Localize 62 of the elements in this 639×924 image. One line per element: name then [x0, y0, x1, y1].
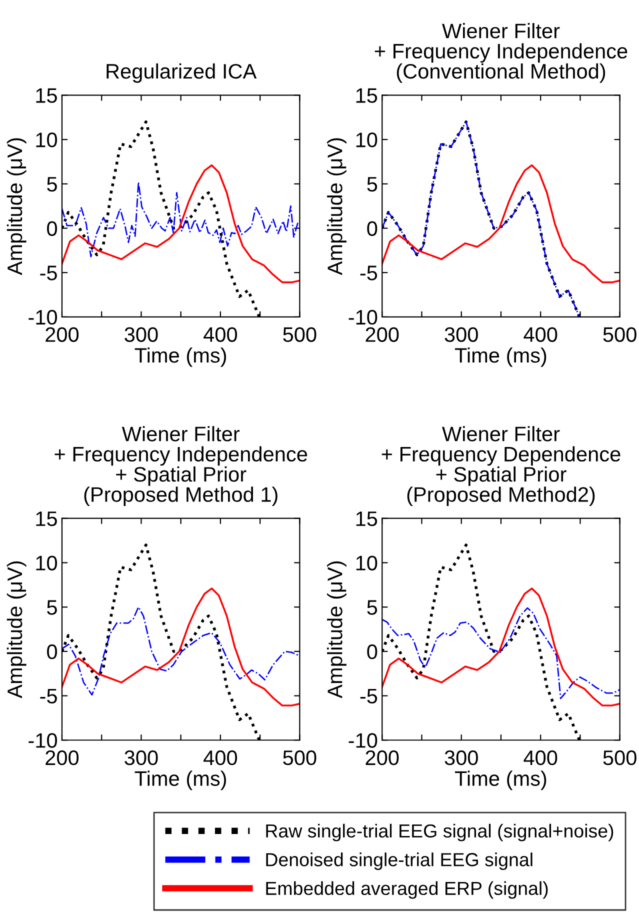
y-tick-label: 0 — [367, 644, 378, 660]
line-series — [382, 607, 620, 700]
x-tick-label: 500 — [283, 327, 316, 342]
y-tick-label: 0 — [367, 221, 378, 236]
y-tick-label: -5 — [360, 688, 378, 704]
chart-title: Wiener Filter + Frequency Dependence + Spatial Prior (Proposed Method2) — [382, 426, 620, 506]
y-tick-label: -5 — [40, 688, 57, 704]
y-axis-title: Amplitude (μV) — [327, 138, 346, 276]
x-tick-label: 300 — [124, 327, 158, 342]
y-tick-label: 5 — [47, 600, 57, 615]
x-tick-label: 200 — [46, 750, 79, 766]
x-tick-label: 400 — [204, 750, 238, 766]
y-tick-label: 5 — [47, 177, 57, 192]
x-axis-title: Time (ms) — [454, 770, 546, 790]
x-tick-label: 300 — [124, 750, 158, 766]
y-tick-label: 0 — [47, 221, 58, 236]
x-tick-label: 500 — [603, 327, 636, 342]
y-tick-label: -5 — [360, 266, 378, 280]
line-series — [62, 181, 299, 258]
y-tick-label: -10 — [348, 733, 378, 748]
chart-title: Regularized ICA — [106, 63, 257, 83]
y-tick-label: 5 — [367, 600, 378, 615]
chart-title: Wiener Filter + Frequency Independence (Conventional Method) — [374, 23, 628, 83]
line-series — [62, 606, 300, 696]
y-tick-label: 15 — [36, 88, 57, 103]
y-tick-label: 15 — [36, 512, 57, 526]
x-tick-label: 400 — [524, 750, 558, 766]
y-axis-title: Amplitude (μV) — [6, 138, 26, 276]
y-tick-label: -5 — [40, 266, 57, 280]
y-tick-label: -10 — [348, 310, 378, 325]
y-tick-label: 10 — [36, 132, 58, 148]
legend-label: Embedded averaged ERP (signal) — [266, 881, 548, 899]
y-axis-title: Amplitude (μV) — [327, 561, 346, 698]
x-tick-label: 300 — [444, 327, 478, 342]
y-tick-label: 5 — [367, 177, 378, 192]
line-series — [382, 164, 620, 284]
line-series — [62, 588, 300, 706]
line-series — [382, 588, 620, 706]
y-tick-label: 10 — [356, 556, 378, 570]
x-tick-label: 200 — [366, 750, 399, 766]
y-tick-label: 10 — [356, 132, 378, 148]
x-tick-label: 400 — [524, 327, 558, 342]
x-axis-title: Time (ms) — [454, 347, 546, 367]
x-tick-label: 500 — [603, 750, 636, 766]
y-tick-label: 15 — [356, 512, 378, 526]
x-tick-label: 400 — [204, 327, 238, 342]
x-tick-label: 200 — [46, 327, 79, 342]
x-tick-label: 500 — [283, 750, 316, 766]
x-axis-title: Time (ms) — [134, 347, 226, 367]
y-tick-label: 10 — [36, 556, 58, 570]
y-axis-title: Amplitude (μV) — [6, 561, 26, 698]
legend-label: Raw single-trial EEG signal (signal+noise) — [266, 824, 614, 842]
y-tick-label: 15 — [356, 88, 378, 103]
y-tick-label: -10 — [28, 310, 58, 325]
x-axis-title: Time (ms) — [134, 770, 226, 790]
line-series — [62, 164, 300, 284]
x-tick-label: 300 — [444, 750, 478, 766]
x-tick-label: 200 — [366, 327, 399, 342]
legend-label: Denoised single-trial EEG signal — [266, 852, 532, 870]
y-tick-label: 0 — [47, 644, 58, 660]
chart-title: Wiener Filter + Frequency Independence + Spatial Prior (Proposed Method 1) — [54, 426, 308, 506]
y-tick-label: -10 — [28, 733, 58, 748]
